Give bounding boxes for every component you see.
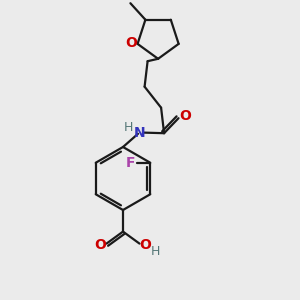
Text: O: O bbox=[140, 238, 152, 252]
Text: O: O bbox=[179, 109, 191, 123]
Text: N: N bbox=[134, 126, 145, 140]
Text: O: O bbox=[125, 36, 137, 50]
Text: H: H bbox=[123, 121, 133, 134]
Text: F: F bbox=[125, 156, 135, 170]
Text: O: O bbox=[94, 238, 106, 252]
Text: H: H bbox=[150, 244, 160, 258]
